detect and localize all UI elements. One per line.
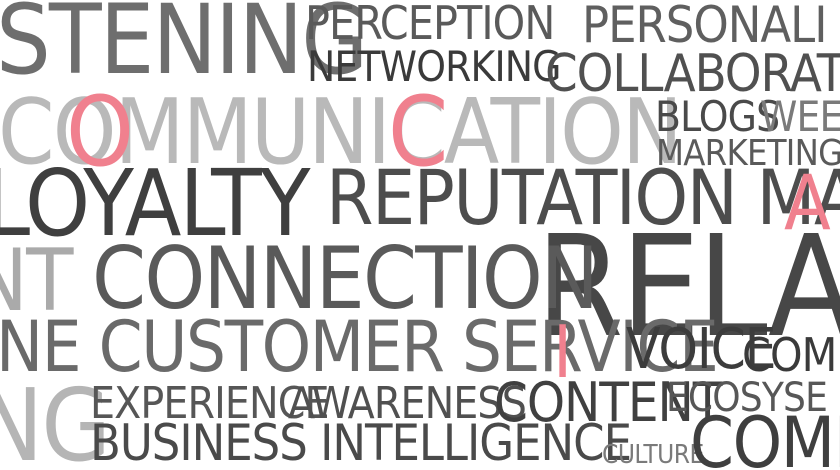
word-nt: NT [0,231,73,331]
word-week: WEE [760,92,840,141]
word-business-intelligence: BUSINESS INTELLIGENCE [90,414,632,470]
word-voice: VOICE [626,317,777,382]
word-comm-big: COMM [690,402,840,470]
word-marketing: MARKETING [656,133,840,174]
word-culture: CULTURE [602,440,704,470]
word-awareness: AWARENESS [288,378,527,429]
highlight-letter-c: C [388,76,448,188]
word-communication: COMMUNICATION [0,80,683,185]
word-comm-small: COMM [742,328,840,382]
word-content: CONTENT [494,371,722,434]
word-customer-service: NE CUSTOMER SERVICE [0,306,719,388]
word-experience: EXPERIENCE [90,378,330,429]
word-listening: STENING [0,0,368,96]
word-personality: PERSONALI [582,0,827,54]
word-blogs: BLOGS [655,92,780,141]
word-collaboration: COLLABORATIO [545,44,840,104]
highlight-letter-o: O [66,76,134,188]
highlight-letter-a: A [784,158,831,247]
word-perception: PERCEPTION [305,0,555,50]
word-ng: NG [0,367,111,470]
word-reputation: REPUTATION MA [326,153,840,242]
word-networking: NETWORKING [307,42,561,91]
word-loyalty: LOYALTY [0,150,310,257]
word-connection: CONNECTION [92,229,599,329]
word-ecosystem: ECOSYSE [666,375,828,421]
highlight-letter-i: I [553,310,572,394]
word-relations: RELATI [536,206,840,369]
